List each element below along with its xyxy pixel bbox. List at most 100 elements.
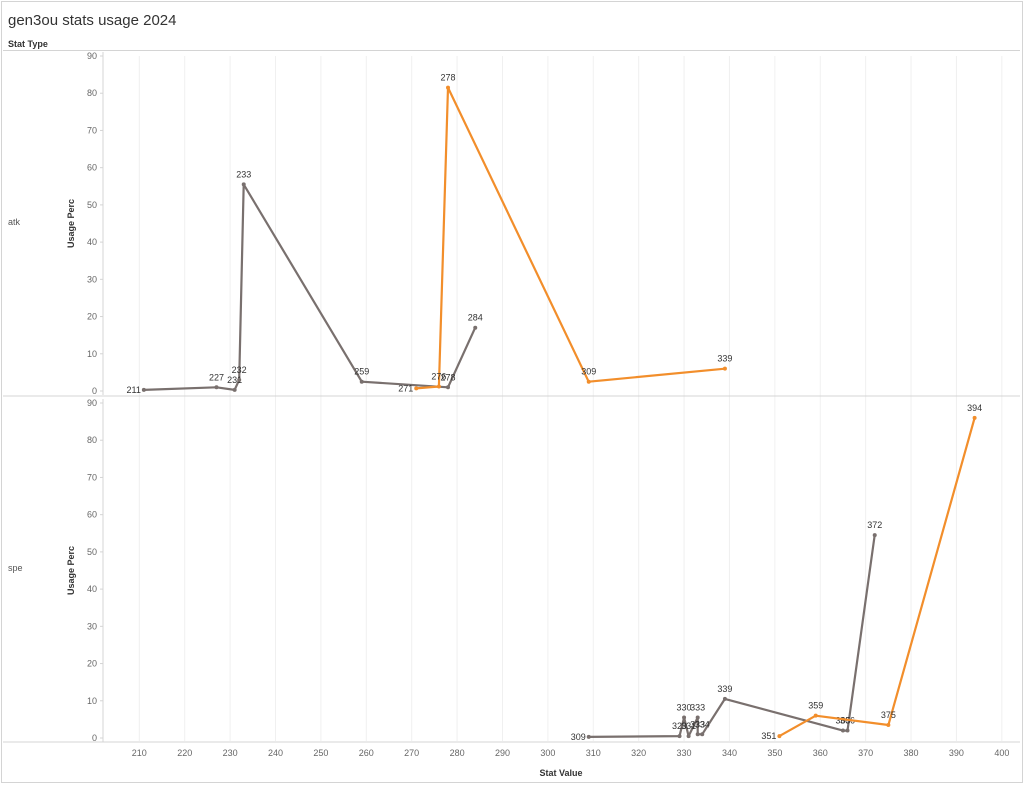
y-tick-label: 60 [87, 163, 97, 173]
data-point [677, 734, 682, 739]
x-tick-label: 300 [540, 748, 555, 758]
x-tick-label: 390 [949, 748, 964, 758]
data-label: 278 [440, 73, 455, 83]
data-label: 333 [690, 703, 705, 713]
data-label: 227 [209, 372, 224, 382]
y-tick-label: 30 [87, 621, 97, 631]
data-point [586, 734, 591, 739]
y-tick-label: 10 [87, 696, 97, 706]
header-divider [3, 50, 1020, 51]
x-tick-label: 250 [313, 748, 328, 758]
data-label: 334 [695, 719, 710, 729]
x-tick-label: 260 [359, 748, 374, 758]
y-tick-label: 80 [87, 435, 97, 445]
x-tick-label: 350 [767, 748, 782, 758]
row-label-atk: atk [8, 217, 21, 227]
y-axis-title: Usage Perc [66, 199, 76, 248]
x-tick-label: 210 [132, 748, 147, 758]
data-label: 211 [126, 385, 140, 395]
data-label: 309 [571, 732, 586, 742]
x-tick-label: 380 [904, 748, 919, 758]
series-line-gray [588, 534, 876, 738]
data-point [214, 385, 219, 390]
data-point [241, 182, 246, 187]
x-tick-label: 320 [631, 748, 646, 758]
data-point [972, 415, 977, 420]
y-tick-label: 40 [87, 237, 97, 247]
data-point [840, 728, 845, 733]
data-point [686, 734, 691, 739]
data-label: 372 [867, 520, 882, 530]
data-label: 259 [354, 367, 369, 377]
data-point [722, 696, 727, 701]
y-tick-label: 40 [87, 584, 97, 594]
sheet-title: gen3ou stats usage 2024 [8, 12, 177, 29]
y-tick-label: 10 [87, 349, 97, 359]
y-tick-label: 0 [92, 386, 97, 396]
y-tick-label: 0 [92, 733, 97, 743]
data-label: 351 [761, 731, 776, 741]
data-label: 276 [431, 372, 446, 382]
data-label: 339 [717, 354, 732, 364]
data-point [682, 715, 687, 720]
data-label: 309 [581, 367, 596, 377]
data-label: 331 [681, 721, 696, 731]
x-tick-label: 340 [722, 748, 737, 758]
x-tick-label: 230 [223, 748, 238, 758]
data-point [446, 85, 451, 90]
data-point [700, 732, 705, 737]
y-tick-label: 50 [87, 547, 97, 557]
data-label: 284 [468, 313, 483, 323]
data-point [141, 387, 146, 392]
x-tick-label: 290 [495, 748, 510, 758]
x-tick-label: 270 [404, 748, 419, 758]
y-tick-label: 70 [87, 472, 97, 482]
x-axis-title: Stat Value [539, 768, 582, 778]
data-point [446, 385, 451, 390]
data-label: 231 [227, 375, 242, 385]
series-line-gray [143, 183, 477, 391]
y-tick-label: 70 [87, 125, 97, 135]
data-point [237, 377, 242, 382]
y-tick-label: 50 [87, 200, 97, 210]
data-label: 278 [440, 372, 455, 382]
data-point [695, 715, 700, 720]
data-label: 233 [236, 169, 251, 179]
data-point [777, 734, 782, 739]
data-point [695, 732, 700, 737]
y-tick-label: 80 [87, 88, 97, 98]
data-label: 333 [690, 719, 705, 729]
y-axis-title: Usage Perc [66, 546, 76, 595]
data-label: 339 [717, 684, 732, 694]
y-tick-label: 60 [87, 510, 97, 520]
row-header-stat-type: Stat Type [8, 39, 48, 49]
x-tick-label: 220 [177, 748, 192, 758]
data-point [436, 384, 441, 389]
y-tick-label: 30 [87, 274, 97, 284]
data-point [359, 379, 364, 384]
x-tick-label: 240 [268, 748, 283, 758]
x-tick-label: 400 [994, 748, 1009, 758]
y-tick-label: 20 [87, 312, 97, 322]
data-point [886, 722, 891, 727]
y-tick-label: 90 [87, 51, 97, 61]
x-tick-label: 280 [450, 748, 465, 758]
data-label: 232 [232, 365, 247, 375]
row-label-spe: spe [8, 563, 23, 573]
data-label: 394 [967, 403, 982, 413]
data-point [414, 386, 419, 391]
data-point [722, 366, 727, 371]
x-tick-label: 330 [677, 748, 692, 758]
data-point [586, 379, 591, 384]
x-tick-label: 360 [813, 748, 828, 758]
series-line-orange [416, 86, 726, 390]
data-label: 359 [808, 701, 823, 711]
data-point [813, 713, 818, 718]
y-tick-label: 90 [87, 398, 97, 408]
data-label: 365 [835, 716, 850, 726]
data-label: 329 [672, 721, 687, 731]
data-point [872, 533, 877, 538]
data-point [232, 387, 237, 392]
